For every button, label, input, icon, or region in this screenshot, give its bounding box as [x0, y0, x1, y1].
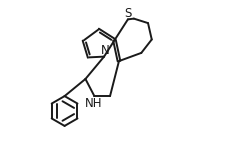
Text: NH: NH: [85, 97, 102, 110]
Text: S: S: [124, 7, 132, 20]
Text: N: N: [101, 44, 109, 58]
